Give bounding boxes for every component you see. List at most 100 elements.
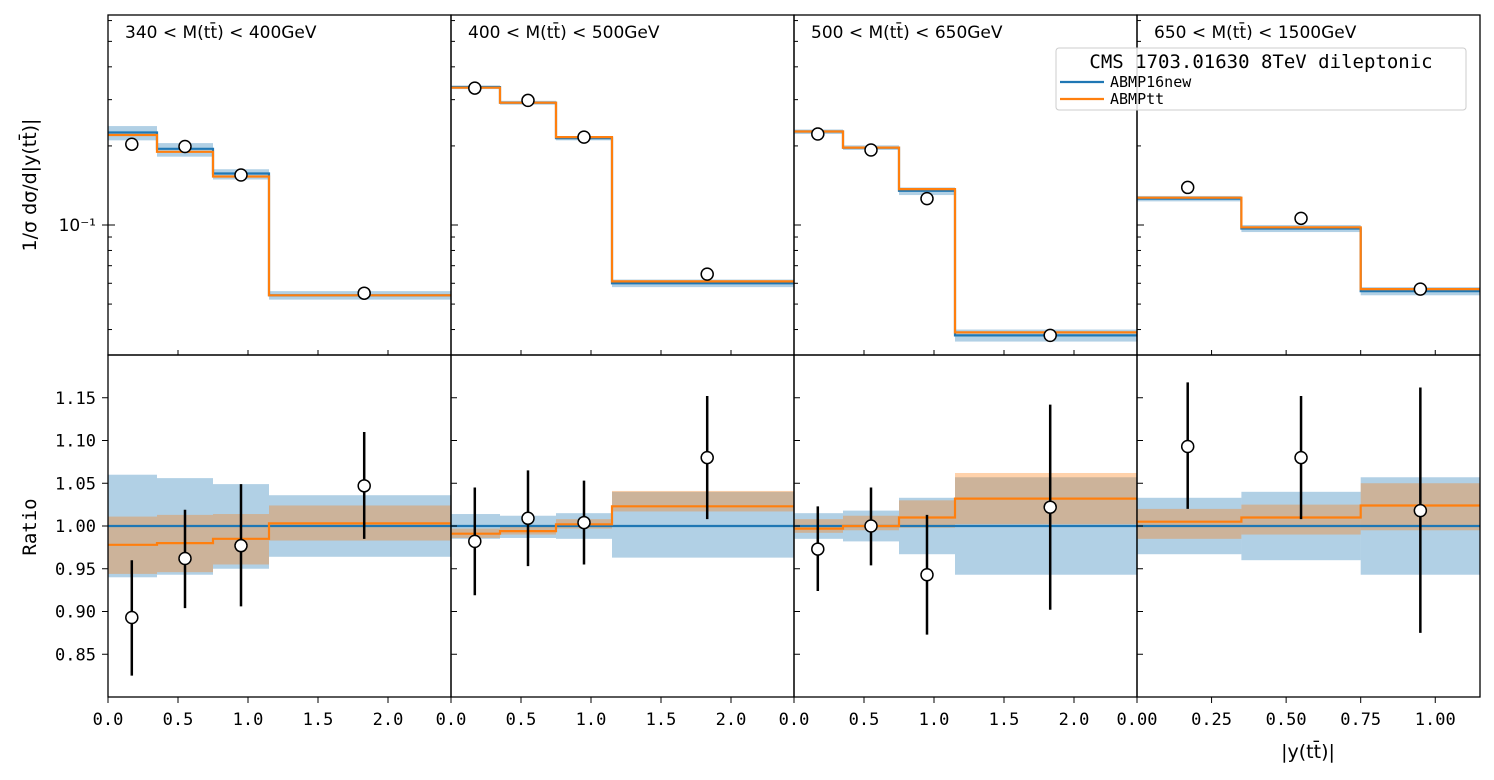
x-tick-label: 2.0 xyxy=(716,710,747,730)
bottom-ylabel: Ratio xyxy=(19,498,41,555)
ratio-y-tick-label: 0.85 xyxy=(55,645,96,665)
ratio-data-point xyxy=(864,519,878,533)
x-tick-label: 0.25 xyxy=(1191,710,1232,730)
x-tick-label: 0.50 xyxy=(1266,710,1307,730)
panel-4: 650 < M(tt̄) < 1500GeV 0.00 0.25 0.50 0.75 1.… xyxy=(1117,14,1481,730)
ratio-line-abmptt xyxy=(108,522,451,546)
data-point xyxy=(357,286,371,300)
ratio-data-point xyxy=(468,534,482,549)
ratio-data-point xyxy=(1180,439,1195,454)
ratio-band-abmptt xyxy=(1360,483,1480,531)
ratio-data-point xyxy=(1294,450,1308,465)
ratio-data-point xyxy=(1043,500,1057,514)
line-abmp16new xyxy=(108,131,451,297)
ratio-data-point xyxy=(234,538,248,553)
ratio-data-point xyxy=(1413,503,1428,518)
data-point xyxy=(920,191,934,206)
ratio-data-point xyxy=(700,450,714,465)
line-abmp16new xyxy=(1137,197,1480,293)
ratio-data-point xyxy=(125,610,139,625)
ratio-plot xyxy=(1137,382,1480,633)
data-point xyxy=(811,127,825,141)
line-abmptt xyxy=(1137,196,1480,291)
top-plot xyxy=(794,127,1137,343)
panel-2: 400 < M(tt̄) < 500GeV 0.0 0.5 1.0 1.5 2.0 xyxy=(436,14,795,730)
panel-3: 500 < M(tt̄) < 650GeV 0.0 0.5 1.0 1.5 2.0 xyxy=(779,14,1138,730)
x-tick-label: 0.5 xyxy=(506,710,537,730)
panel-label: 400 < M(tt̄) < 500GeV xyxy=(468,21,660,43)
panel-label: 650 < M(tt̄) < 1500GeV xyxy=(1154,21,1357,43)
ratio-y-tick-label: 0.95 xyxy=(55,560,96,580)
top-ylabel: 1/σ dσ/d|y(tt̄)| xyxy=(17,119,41,252)
ratio-data-point xyxy=(811,542,825,556)
legend: CMS 1703.01630 8TeV dileptonic ABMP16new… xyxy=(1055,47,1467,111)
data-point xyxy=(178,139,192,154)
ratio-data-point xyxy=(178,551,192,566)
top-plot xyxy=(108,126,451,300)
x-tick-label: 0.75 xyxy=(1340,710,1381,730)
data-point xyxy=(1294,211,1308,226)
data-point xyxy=(468,81,482,95)
panels: 340 < M(tt̄) < 400GeV 0.0 0.5 1.0 1.5 2.0 0.85… xyxy=(55,14,1481,730)
ratio-plot xyxy=(451,396,794,596)
line-abmptt xyxy=(108,133,451,297)
x-tick-label: 1.5 xyxy=(646,710,677,730)
ratio-data-point xyxy=(521,511,535,526)
x-tick-label: 1.0 xyxy=(919,710,950,730)
ratio-y-tick-label: 1.15 xyxy=(55,389,96,409)
x-tick-label: 0.0 xyxy=(779,710,810,730)
data-point xyxy=(1413,282,1428,296)
legend-frame xyxy=(1055,47,1467,111)
ratio-band-abmp16new xyxy=(612,491,794,558)
top-plot xyxy=(1137,180,1480,296)
legend-label-abmp16new: ABMP16new xyxy=(1110,73,1192,91)
x-tick-label: 0.0 xyxy=(436,710,467,730)
ratio-band-abmptt xyxy=(1137,508,1242,539)
data-point xyxy=(700,267,714,281)
ratio-line-abmptt xyxy=(794,497,1137,530)
x-tick-label: 1.0 xyxy=(233,710,264,730)
legend-label-abmptt: ABMPtt xyxy=(1110,90,1164,108)
line-abmp16new xyxy=(451,86,794,285)
top-frame xyxy=(107,14,452,356)
ratio-data-point xyxy=(357,479,371,493)
x-tick-label: 0.5 xyxy=(849,710,880,730)
line-abmp16new xyxy=(794,130,1137,337)
x-tick-label: 0.0 xyxy=(93,710,124,730)
xlabel: |y(tt̄)| xyxy=(1281,739,1335,763)
ratio-data-point xyxy=(577,515,591,530)
data-point xyxy=(577,130,591,144)
top-y-tick-label: 10⁻¹ xyxy=(59,216,96,236)
x-tick-label: 1.5 xyxy=(989,710,1020,730)
ratio-plot xyxy=(794,404,1137,635)
x-tick-label: 1.00 xyxy=(1415,710,1456,730)
data-point xyxy=(864,143,878,157)
ratio-data-point xyxy=(920,567,934,582)
ratio-line-abmptt xyxy=(451,505,794,535)
panel-label: 500 < M(tt̄) < 650GeV xyxy=(811,21,1003,43)
data-point xyxy=(125,137,139,151)
x-tick-label: 1.5 xyxy=(303,710,334,730)
data-point xyxy=(1180,180,1195,195)
panel-1: 340 < M(tt̄) < 400GeV 0.0 0.5 1.0 1.5 2.0 0.85… xyxy=(55,14,452,730)
x-tick-label: 0.00 xyxy=(1117,710,1158,730)
data-point xyxy=(234,168,248,182)
top-plot xyxy=(451,81,794,288)
ratio-y-tick-label: 1.10 xyxy=(55,432,96,452)
top-frame xyxy=(450,14,795,356)
ratio-plot xyxy=(108,431,451,676)
x-tick-label: 1.0 xyxy=(576,710,607,730)
x-tick-label: 2.0 xyxy=(373,710,404,730)
ratio-y-tick-label: 1.00 xyxy=(55,517,96,537)
data-point xyxy=(521,93,535,108)
line-abmptt xyxy=(451,86,794,283)
ratio-y-tick-label: 0.90 xyxy=(55,603,96,623)
panel-label: 340 < M(tt̄) < 400GeV xyxy=(125,21,317,43)
legend-title: CMS 1703.01630 8TeV dileptonic xyxy=(1089,51,1432,73)
data-point xyxy=(1043,328,1057,343)
ratio-y-tick-label: 1.05 xyxy=(55,474,96,494)
x-tick-label: 2.0 xyxy=(1059,710,1090,730)
line-abmptt xyxy=(794,130,1137,334)
x-tick-label: 0.5 xyxy=(163,710,194,730)
